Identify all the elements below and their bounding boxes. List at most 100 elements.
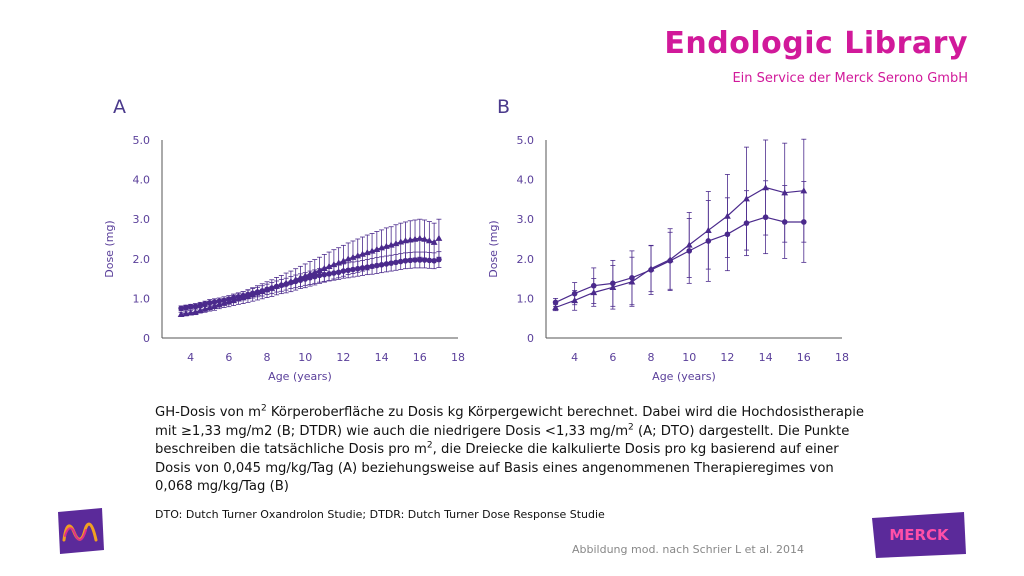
- data-point: [177, 310, 185, 317]
- x-axis-label: Age (years): [268, 370, 332, 383]
- data-point: [571, 296, 579, 304]
- x-tick-label: 16: [413, 351, 427, 364]
- data-point: [430, 238, 438, 245]
- data-point: [330, 260, 338, 268]
- data-point: [406, 236, 414, 243]
- y-axis-label: Dose (mg): [103, 220, 116, 277]
- data-point: [387, 241, 395, 248]
- panel-label-b: B: [497, 96, 511, 118]
- caption-text-3: (A; DTO) dargestellt. Die Punkte beschre…: [155, 423, 850, 458]
- data-point: [426, 257, 433, 264]
- x-tick-label: 4: [571, 351, 578, 364]
- data-point: [182, 310, 190, 317]
- data-point: [647, 265, 655, 272]
- data-point: [363, 249, 371, 256]
- x-tick-label: 14: [375, 351, 389, 364]
- data-point: [340, 257, 347, 264]
- data-point: [552, 299, 559, 306]
- y-tick-label: 5.0: [517, 134, 535, 147]
- x-tick-label: 6: [225, 351, 232, 364]
- caption-text-4: , die Dreiecke die kalkulierte Dosis pro…: [155, 442, 839, 494]
- data-point: [781, 189, 789, 196]
- y-tick-label: 1.0: [517, 292, 535, 305]
- data-point: [628, 278, 636, 285]
- y-tick-label: 3.0: [133, 213, 151, 226]
- data-point: [292, 275, 300, 283]
- source-citation: Abbildung mod. nach Schrier L et al. 201…: [572, 543, 805, 556]
- merck-logo-text: MERCK: [889, 526, 950, 544]
- x-tick-label: 12: [720, 351, 734, 364]
- data-point: [306, 270, 314, 277]
- data-point: [436, 256, 442, 263]
- data-point: [359, 250, 366, 257]
- data-point: [244, 292, 252, 299]
- x-tick-label: 14: [759, 351, 773, 364]
- data-point: [187, 309, 195, 316]
- data-point: [609, 283, 617, 291]
- y-tick-label: 4.0: [133, 174, 151, 187]
- data-point: [417, 257, 423, 263]
- series-triangle: [552, 138, 808, 312]
- data-point: [724, 212, 731, 219]
- data-point: [215, 301, 223, 308]
- x-tick-label: 4: [187, 351, 194, 364]
- data-point: [800, 187, 808, 194]
- x-tick-label: 18: [451, 351, 465, 364]
- x-tick-label: 10: [298, 351, 312, 364]
- data-point: [666, 256, 674, 263]
- x-tick-label: 10: [682, 351, 696, 364]
- y-tick-label: 1.0: [133, 292, 151, 305]
- data-point: [197, 302, 203, 308]
- data-point: [192, 308, 199, 315]
- x-tick-label: 6: [609, 351, 616, 364]
- brand-subtitle: Ein Service der Merck Serono GmbH: [732, 71, 968, 86]
- data-point: [411, 235, 419, 242]
- data-point: [273, 282, 280, 289]
- data-point: [287, 277, 295, 285]
- data-point: [762, 184, 770, 191]
- brand-title: Endologic Library: [664, 26, 968, 61]
- series-circle: [552, 180, 807, 307]
- data-point: [373, 245, 381, 253]
- data-point: [297, 274, 304, 281]
- data-point: [311, 268, 319, 275]
- data-point: [239, 294, 247, 301]
- data-point: [178, 305, 184, 312]
- merck-serono-logo-icon: [58, 508, 104, 554]
- data-point: [316, 266, 323, 274]
- caption-sup-2: 2: [628, 422, 634, 433]
- data-point: [325, 262, 333, 270]
- data-point: [552, 304, 559, 311]
- y-tick-label: 4.0: [517, 174, 535, 187]
- y-tick-label: 0: [143, 332, 150, 345]
- data-point: [435, 234, 443, 241]
- chart-panel-b: 0 1.0 2.0 3.0 4.0 5.0 4 6 8 10 12 14 16 18 Age (years)…: [487, 134, 849, 383]
- y-tick-label: 0: [527, 332, 534, 345]
- caption-text-2: Körperoberfläche zu Dosis kg Körpergewic…: [155, 405, 865, 439]
- brand-block: Endologic Library Ein Service der Merck …: [664, 26, 968, 86]
- data-point: [416, 234, 424, 241]
- caption-text-1: GH-Dosis von m: [155, 405, 261, 420]
- data-point: [412, 257, 418, 263]
- series-line: [555, 186, 804, 309]
- data-point: [211, 302, 218, 310]
- x-tick-label: 8: [648, 351, 655, 364]
- x-tick-label: 18: [835, 351, 849, 364]
- data-point: [590, 289, 598, 296]
- y-tick-label: 2.0: [517, 253, 535, 266]
- y-tick-label: 2.0: [133, 253, 151, 266]
- data-point: [354, 252, 362, 259]
- footnote: DTO: Dutch Turner Oxandrolon Studie; DTD…: [155, 508, 605, 521]
- series-triangle: [177, 218, 443, 317]
- caption-sup-1: 2: [260, 403, 267, 414]
- data-point: [301, 272, 309, 279]
- data-point: [378, 244, 386, 251]
- y-tick-label: 3.0: [517, 213, 535, 226]
- data-point: [368, 247, 376, 254]
- data-point: [685, 241, 693, 248]
- x-axis-label: Age (years): [652, 370, 716, 383]
- data-point: [249, 291, 257, 298]
- panel-label-a: A: [113, 96, 126, 118]
- data-point: [335, 259, 343, 266]
- data-point: [187, 303, 194, 310]
